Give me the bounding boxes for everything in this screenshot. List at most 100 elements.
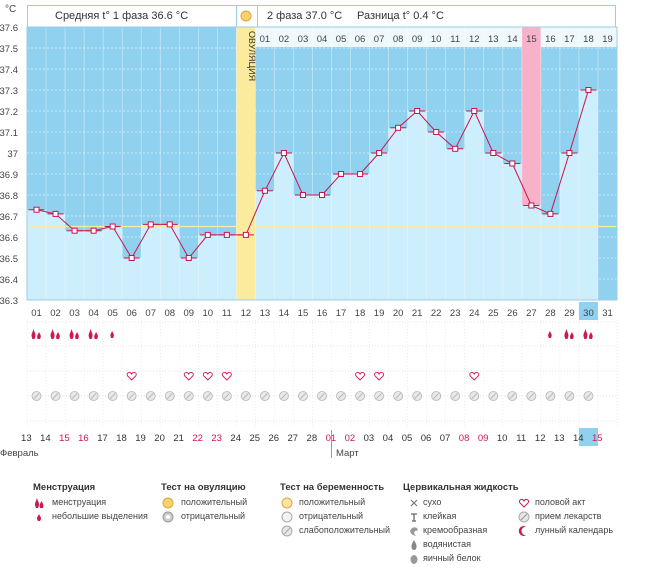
temperature-bar: [103, 226, 123, 300]
temperature-point: [395, 124, 402, 131]
phase2-day-label: 12: [469, 34, 480, 45]
pill-icon-line: [262, 393, 268, 399]
temperature-point: [547, 210, 554, 217]
temperature-point: [242, 231, 249, 238]
date-label: 13: [554, 433, 565, 444]
phase2-day-label: 19: [602, 34, 613, 45]
day-label: 02: [50, 308, 61, 319]
legend-menstruation: менструация: [52, 497, 107, 507]
pill-icon-line: [109, 393, 116, 399]
menstruation-icon: [88, 329, 93, 339]
phase2-day-label: 07: [374, 34, 385, 45]
y-tick-label: 36.4: [0, 275, 18, 286]
menstruation-icon: [31, 329, 36, 339]
y-tick-label: 37.1: [0, 128, 18, 139]
sun-icon: [240, 9, 252, 22]
legend-pregnancy-negative: отрицательный: [299, 511, 364, 521]
day-label: 24: [469, 308, 480, 319]
date-label: 24: [230, 433, 241, 444]
heart-icon: [518, 496, 530, 508]
pill-icon-line: [166, 393, 173, 399]
today-date-highlight: [578, 428, 598, 446]
y-tick-label: 37.3: [0, 86, 18, 97]
date-label: 04: [383, 433, 394, 444]
day-label: 04: [88, 308, 99, 319]
temperature-bar: [293, 195, 313, 300]
temperature-bar: [27, 209, 47, 300]
ovulation-positive-icon: [162, 496, 174, 509]
day-label: 29: [564, 308, 575, 319]
day-label: 17: [336, 308, 347, 319]
legend-watery: водянистая: [423, 539, 472, 549]
pill-icon-line: [376, 393, 382, 399]
legend-lunar: лунный календарь: [535, 525, 614, 535]
sex-heart-icon: [126, 371, 137, 381]
sticky-icon: [408, 510, 420, 522]
y-unit-label: °C: [5, 4, 16, 15]
y-tick-label: 37.6: [0, 23, 18, 34]
day-label: 30: [583, 308, 594, 319]
temperature-bar: [350, 174, 370, 300]
y-tick-label: 37.4: [0, 65, 18, 76]
pill-icon-line: [490, 393, 497, 399]
temperature-bar: [502, 163, 522, 300]
temperature-point: [528, 202, 535, 209]
legend-pregnancy-positive: положительный: [299, 497, 366, 507]
temperature-bar: [84, 230, 104, 300]
day-label: 15: [298, 308, 309, 319]
legend-medication: прием лекарств: [535, 511, 602, 521]
y-tick-label: 37.5: [0, 44, 18, 55]
date-label: 05: [402, 433, 413, 444]
temperature-bar: [65, 230, 85, 300]
temperature-point: [299, 192, 306, 198]
phase2-day-label: 09: [412, 34, 423, 45]
phase2-day-label: 16: [545, 34, 556, 45]
pill-icon-line: [357, 393, 363, 399]
phase2-day-label: 18: [583, 34, 594, 45]
day-label: 08: [164, 308, 175, 319]
plot-border: [26, 26, 618, 301]
day-label: 27: [526, 308, 537, 319]
today-day-highlight: [578, 302, 598, 320]
pill-icon-line: [585, 393, 592, 399]
temperature-point: [357, 171, 364, 177]
pill-icon-line: [185, 393, 192, 399]
phase2-day-label: 05: [336, 34, 347, 45]
pill-icon-line: [205, 393, 211, 399]
date-label: 26: [268, 433, 279, 444]
temperature-bar: [179, 258, 199, 300]
date-label: 14: [573, 433, 584, 444]
sex-heart-icon: [202, 371, 213, 381]
day-label: 11: [222, 308, 232, 319]
phase2-day-label: 06: [355, 34, 366, 45]
menstruation-icon: [56, 332, 60, 339]
day-label: 26: [507, 308, 518, 319]
day-label: 21: [412, 308, 423, 319]
date-label: 20: [154, 433, 165, 444]
temperature-point: [261, 187, 268, 194]
day-label: 25: [488, 308, 499, 319]
menstruation-icon: [94, 332, 98, 339]
day-label: 07: [145, 308, 156, 319]
day-label: 14: [279, 308, 290, 319]
moon-icon: [518, 524, 530, 536]
temperature-bar: [217, 234, 237, 300]
temperature-point: [33, 206, 40, 213]
legend-sticky: клейкая: [423, 511, 457, 521]
temperature-point: [147, 221, 154, 228]
temperature-bar: [141, 224, 161, 300]
menstruation-icon: [37, 332, 41, 339]
date-label: 18: [116, 433, 127, 444]
pill-icon-line: [33, 393, 40, 399]
date-label: 13: [21, 433, 32, 444]
pill-icon-line: [52, 393, 59, 399]
menstruation-icon: [69, 329, 74, 339]
pill-icon-line: [509, 393, 516, 399]
pregnancy-negative-icon: [281, 510, 293, 523]
date-label: 01: [326, 433, 337, 444]
temperature-bar: [578, 90, 598, 300]
temperature-point: [452, 145, 459, 152]
date-label: 27: [288, 433, 299, 444]
legend-menstruation-title: Менструация: [33, 482, 96, 493]
temperature-point: [52, 210, 59, 217]
